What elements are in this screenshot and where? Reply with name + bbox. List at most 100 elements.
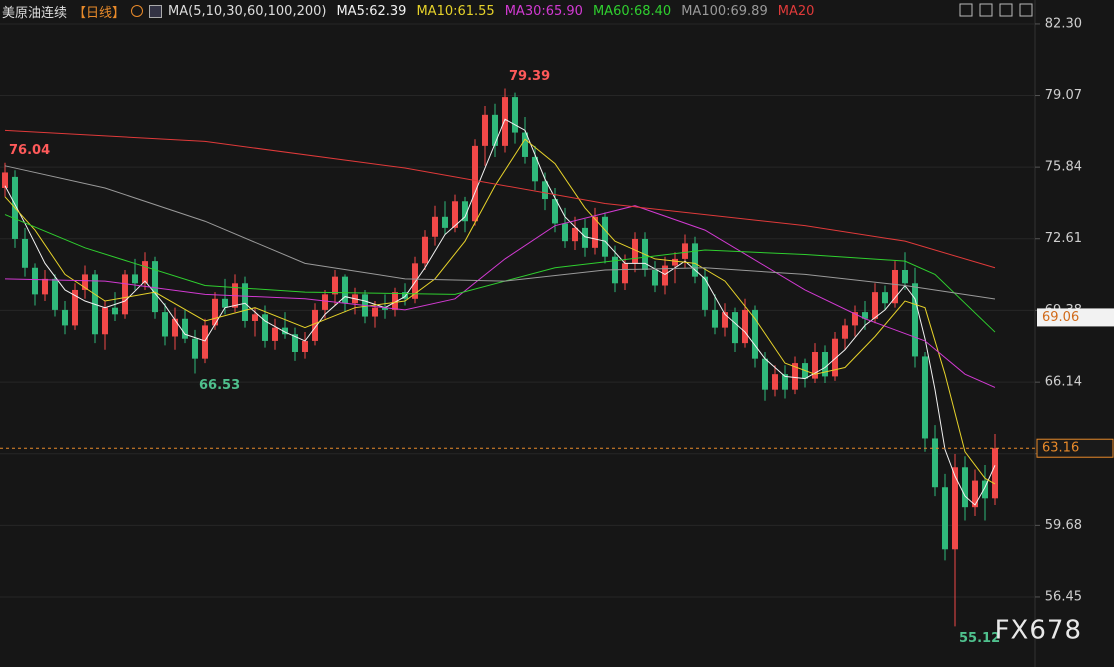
candle-body [262, 314, 268, 341]
candle-body [182, 318, 188, 339]
tool-icon[interactable] [959, 3, 973, 17]
candle-body [652, 269, 658, 286]
candle-body [452, 201, 458, 228]
candle-body [222, 298, 228, 308]
candle-body [972, 480, 978, 508]
ma-line [4, 138, 996, 485]
candle-body [122, 274, 128, 315]
candle-body [212, 298, 218, 326]
header: 美原油连续 【日线】 MA(5,10,30,60,100,200) MA5:62… [2, 2, 815, 21]
candle-body [102, 307, 108, 335]
candle-body [202, 325, 208, 359]
candle-body [52, 278, 58, 310]
candle-body [942, 487, 948, 550]
candle-body [512, 97, 518, 133]
candle-body [312, 309, 318, 341]
candle-body [792, 363, 798, 390]
candle-body [832, 338, 838, 377]
ma-line [4, 205, 996, 388]
candle-body [872, 292, 878, 319]
candle-body [72, 289, 78, 326]
candle-body [432, 216, 438, 237]
candle-body [282, 327, 288, 335]
candle-body [42, 278, 48, 295]
candle-body [332, 276, 338, 295]
candle-body [842, 325, 848, 339]
candle-body [902, 269, 908, 284]
candle-body [272, 327, 278, 341]
candle-body [172, 318, 178, 337]
candle-body [472, 145, 478, 222]
candle-body [582, 227, 588, 248]
legend-entry: MA10:61.55 [416, 3, 495, 19]
marker-label: 69.06 [1042, 310, 1079, 325]
candle-body [112, 307, 118, 315]
tool-icon[interactable] [999, 3, 1013, 17]
candle-body [242, 283, 248, 321]
tool-icon[interactable] [979, 3, 993, 17]
candle-body [722, 312, 728, 328]
candle-body [692, 243, 698, 277]
settings-icon[interactable] [131, 5, 144, 17]
candle-body [782, 374, 788, 390]
candle-body [922, 356, 928, 439]
candle-body [562, 223, 568, 242]
candle-body [82, 274, 88, 290]
ma-params: MA(5,10,30,60,100,200) [168, 3, 327, 19]
candle-body [252, 314, 258, 321]
candle-body [162, 312, 168, 337]
toolbar [959, 3, 1033, 17]
candle-body [62, 309, 68, 326]
tool-icon[interactable] [1019, 3, 1033, 17]
candle-body [372, 307, 378, 317]
candle-body [522, 132, 528, 157]
legend-entry: MA60:68.40 [592, 3, 672, 19]
candle-body [732, 312, 738, 344]
candle-body [402, 292, 408, 299]
candle-body [572, 227, 578, 242]
candle-body [22, 238, 28, 268]
y-tick-label: 66.14 [1045, 375, 1082, 390]
candle-body [502, 97, 508, 146]
candle-body [532, 156, 538, 182]
watermark: FX678 [995, 616, 1082, 646]
candle-body [602, 216, 608, 257]
ma-line [4, 129, 996, 269]
candle-body [712, 309, 718, 328]
legend-entry: MA20 [777, 3, 815, 19]
candle-body [152, 261, 158, 313]
candle-body [482, 114, 488, 146]
candle-body [912, 283, 918, 357]
legend-entry: MA30:65.90 [504, 3, 583, 19]
extreme-label: 66.53 [199, 378, 240, 393]
candle-body [322, 294, 328, 310]
candle-body [462, 201, 468, 222]
candle-body [992, 448, 998, 499]
marker-box [1037, 308, 1114, 327]
price-box [1036, 438, 1114, 458]
candle-body [492, 114, 498, 146]
candle-body [962, 467, 968, 508]
period[interactable]: 【日线】 [73, 5, 126, 21]
y-tick-label: 79.07 [1045, 88, 1082, 103]
extreme-label: 76.04 [9, 143, 50, 158]
candle-body [552, 199, 558, 224]
candle-body [142, 261, 148, 284]
candle-body [442, 216, 448, 228]
candle-body [762, 358, 768, 390]
candle-body [982, 480, 988, 499]
price-label: 63.16 [1042, 441, 1079, 456]
candle-body [342, 276, 348, 304]
y-tick-label: 56.45 [1045, 589, 1082, 604]
candle-body [862, 312, 868, 319]
candle-body [192, 338, 198, 359]
ma-icon[interactable] [149, 4, 163, 18]
candle-body [32, 267, 38, 295]
candle-body [672, 258, 678, 266]
ma-line [4, 165, 996, 300]
candle-body [952, 467, 958, 550]
y-tick-label: 59.68 [1045, 518, 1082, 533]
candle-body [702, 276, 708, 310]
candle-body [622, 263, 628, 284]
